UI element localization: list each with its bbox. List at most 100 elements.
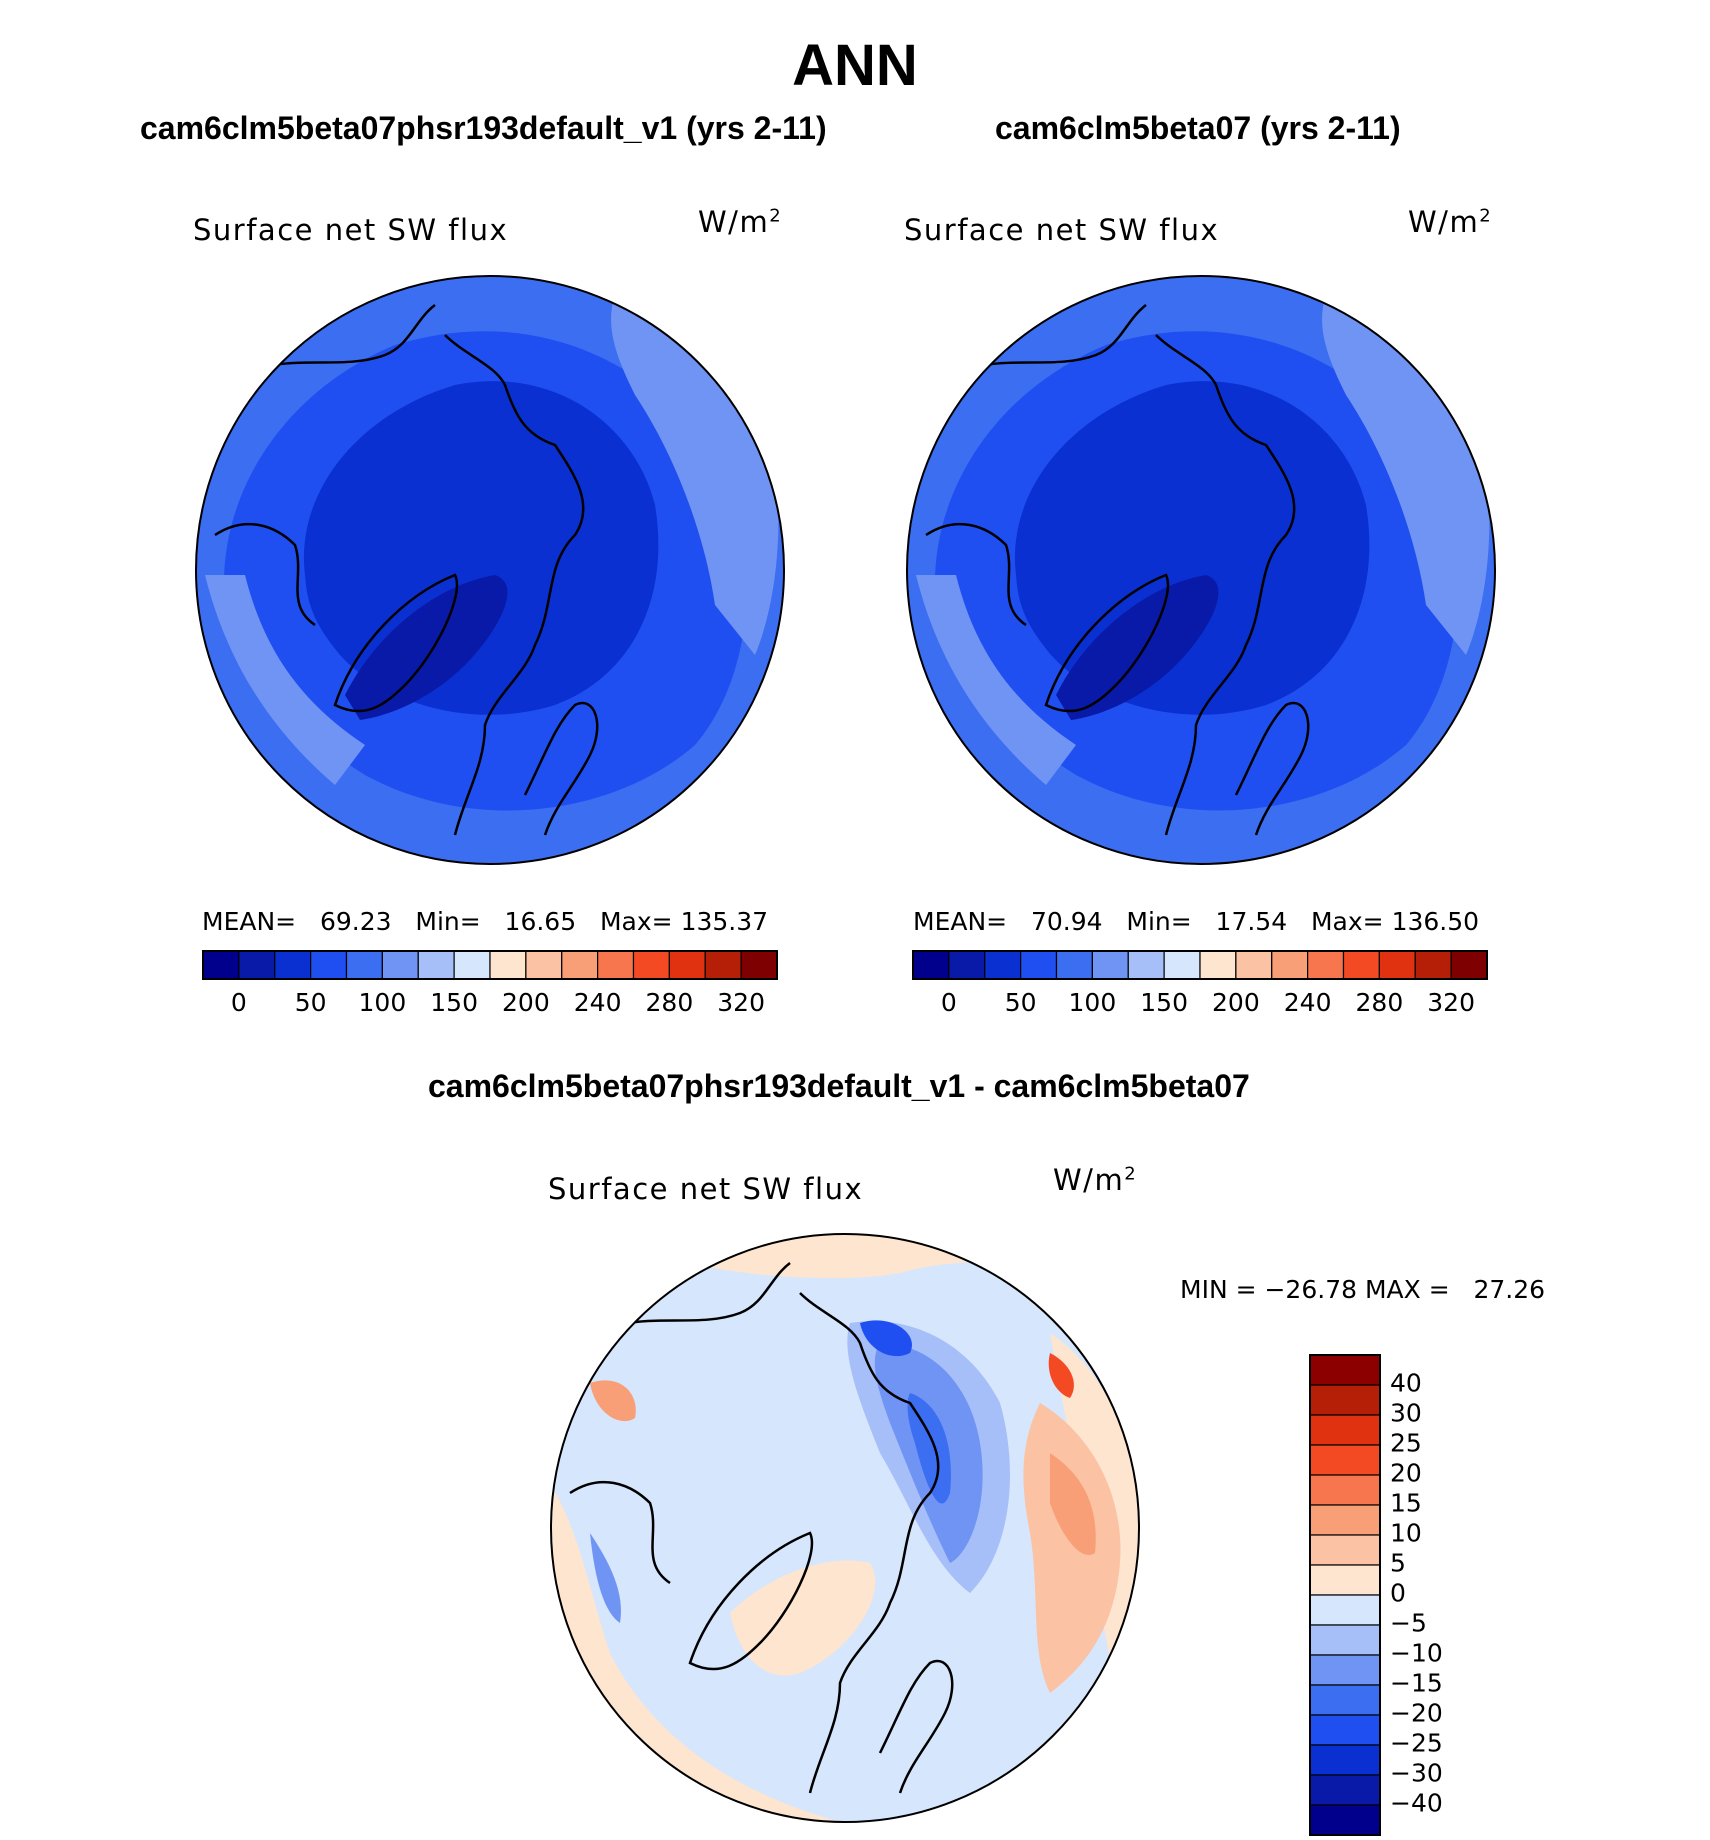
- right-variable-label: Surface net SW flux: [904, 213, 1220, 247]
- negative-anomaly: [860, 1320, 912, 1357]
- left-panel-title: cam6clm5beta07phsr193default_v1 (yrs 2-1…: [140, 110, 827, 146]
- colorbar-swatch: [525, 950, 563, 980]
- left-colorbar-labels: 0 50 100 150 200 240 280 320: [203, 988, 777, 1018]
- colorbar-swatch: [1450, 950, 1488, 980]
- greenland-outline: [333, 573, 459, 713]
- max-value: 135.37: [680, 907, 769, 936]
- atlantic-band: [205, 575, 365, 785]
- colorbar-swatch: [1309, 1654, 1381, 1686]
- colorbar-swatch: [238, 950, 276, 980]
- colorbar-swatch: [1342, 950, 1380, 980]
- colorbar-tick-label: 30: [1390, 1398, 1422, 1428]
- min-label: Min=: [415, 907, 481, 936]
- colorbar-swatch: [1235, 950, 1273, 980]
- colorbar-swatch: [704, 950, 742, 980]
- colorbar-swatch: [1309, 1414, 1381, 1446]
- diff-stats: MIN = −26.78 MAX = 27.26: [1180, 1275, 1546, 1304]
- right-stats: MEAN= 70.94 Min= 17.54 Max= 136.50: [913, 907, 1479, 936]
- colorbar-tick-label: 0: [940, 988, 957, 1017]
- colorbar-swatch: [1309, 1504, 1381, 1536]
- colorbar-tick-label: −10: [1390, 1638, 1443, 1668]
- colorbar-swatch: [1414, 950, 1452, 980]
- colorbar-tick-label: 25: [1390, 1428, 1422, 1458]
- colorbar-swatch: [274, 950, 312, 980]
- min-value: 16.65: [504, 907, 577, 936]
- colorbar-swatch: [1309, 1444, 1381, 1476]
- negative-anomaly: [907, 1393, 951, 1504]
- colorbar-swatch: [1309, 1474, 1381, 1506]
- colorbar-swatch: [1309, 1564, 1381, 1596]
- colorbar-swatch: [1307, 950, 1345, 980]
- greenland-outline: [1044, 573, 1170, 713]
- colorbar-tick-label: 150: [1140, 988, 1188, 1017]
- right-units-label: W/m2: [1408, 205, 1493, 239]
- colorbar-swatch: [1199, 950, 1237, 980]
- colorbar-tick-label: 280: [1355, 988, 1404, 1017]
- colorbar-tick-label: −25: [1390, 1728, 1443, 1758]
- min-label: Min=: [1126, 907, 1192, 936]
- right-panel-title: cam6clm5beta07 (yrs 2-11): [995, 110, 1401, 146]
- max-label: Max=: [599, 907, 673, 936]
- colorbar-tick-label: 50: [294, 988, 327, 1017]
- mean-value: 70.94: [1030, 907, 1103, 936]
- colorbar-tick-label: −20: [1390, 1698, 1443, 1728]
- left-colorbar: [202, 950, 778, 980]
- map-border: [906, 275, 1496, 865]
- colorbar-swatch: [1309, 1594, 1381, 1626]
- max-value: 136.50: [1391, 907, 1480, 936]
- greenland-outline: [688, 1531, 814, 1671]
- positive-anomaly: [590, 1380, 636, 1422]
- colorbar-swatch: [1309, 1534, 1381, 1566]
- colorbar-swatch: [632, 950, 670, 980]
- mean-label: MEAN=: [913, 907, 1008, 936]
- colorbar-swatch: [1163, 950, 1201, 980]
- colorbar-swatch: [1309, 1624, 1381, 1656]
- colorbar-tick-label: −15: [1390, 1668, 1443, 1698]
- mean-value: 69.23: [319, 907, 392, 936]
- diff-colorbar: [1309, 1354, 1381, 1836]
- colorbar-swatch: [668, 950, 706, 980]
- colorbar-tick-label: 10: [1390, 1518, 1422, 1548]
- colorbar-swatch: [740, 950, 778, 980]
- colorbar-swatch: [1309, 1744, 1381, 1776]
- coastline: [925, 522, 1310, 836]
- positive-anomaly: [730, 1560, 876, 1676]
- colorbar-tick-label: 240: [1283, 988, 1332, 1017]
- left-units-label: W/m2: [698, 205, 783, 239]
- colorbar-swatch: [561, 950, 599, 980]
- colorbar-tick-label: 100: [358, 988, 407, 1017]
- right-colorbar-labels: 0 50 100 150 200 240 280 320: [913, 988, 1487, 1018]
- greenland-band: [345, 575, 508, 720]
- colorbar-swatch: [381, 950, 419, 980]
- positive-anomaly: [1050, 1453, 1096, 1555]
- right-colorbar: [912, 950, 1488, 980]
- colorbar-frame: [912, 950, 1488, 980]
- colorbar-swatch: [1091, 950, 1129, 980]
- colorbar-tick-label: 15: [1390, 1488, 1422, 1518]
- colorbar-tick-label: −40: [1390, 1788, 1443, 1818]
- colorbar-tick-label: 240: [573, 988, 622, 1017]
- min-value: 17.54: [1215, 907, 1288, 936]
- colorbar-tick-label: −30: [1390, 1758, 1443, 1788]
- coastline: [254, 304, 585, 836]
- colorbar-tick-label: 200: [1212, 988, 1260, 1017]
- colorbar-swatch: [1309, 1354, 1381, 1386]
- negative-anomaly: [590, 1533, 621, 1623]
- colorbar-tick-label: 320: [1427, 988, 1475, 1017]
- difference-polar-map: [550, 1233, 1140, 1823]
- diff-colorbar-labels: 40 30 25 20 15 10 5 0 −5 −10 −15 −20 −25 −30 −40: [1390, 1355, 1510, 1835]
- colorbar-swatch: [597, 950, 635, 980]
- colorbar-swatch: [1271, 950, 1309, 980]
- left-polar-map: [195, 275, 785, 865]
- colorbar-swatch: [1020, 950, 1058, 980]
- colorbar-tick-label: 40: [1390, 1368, 1422, 1398]
- coastline: [214, 522, 599, 836]
- coastline: [965, 304, 1296, 836]
- diff-variable-label: Surface net SW flux: [548, 1172, 864, 1206]
- figure-title: ANN: [792, 33, 918, 98]
- colorbar-tick-label: 280: [645, 988, 694, 1017]
- diff-panel-title: cam6clm5beta07phsr193default_v1 - cam6cl…: [428, 1068, 1250, 1104]
- colorbar-swatch: [1309, 1804, 1381, 1836]
- colorbar-swatch: [984, 950, 1022, 980]
- colorbar-tick-label: 150: [430, 988, 478, 1017]
